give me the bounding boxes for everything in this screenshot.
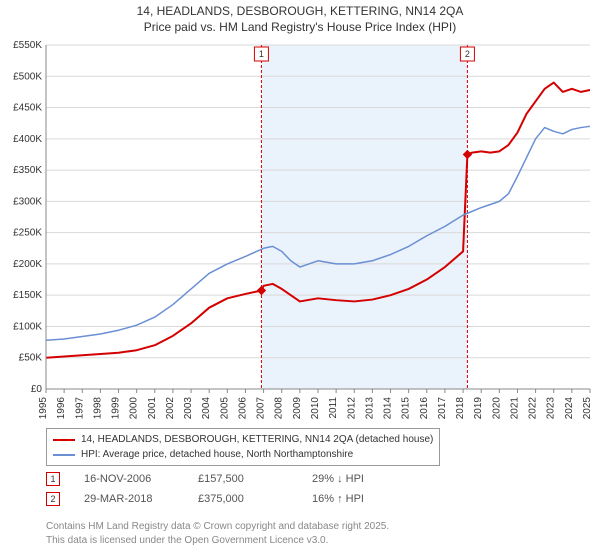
marker-date: 29-MAR-2018 [84,493,174,505]
svg-text:2012: 2012 [346,397,357,420]
svg-text:£200K: £200K [13,259,42,270]
svg-text:2013: 2013 [364,397,375,420]
svg-text:2008: 2008 [274,397,285,420]
svg-text:2016: 2016 [419,397,430,420]
svg-text:2011: 2011 [328,397,339,419]
marker-delta: 29% ↓ HPI [312,473,402,485]
svg-text:2014: 2014 [383,397,394,420]
marker-price: £157,500 [198,473,288,485]
legend-row: 14, HEADLANDS, DESBOROUGH, KETTERING, NN… [53,432,433,447]
chart-container: 14, HEADLANDS, DESBOROUGH, KETTERING, NN… [0,0,600,560]
marker-date: 16-NOV-2006 [84,473,174,485]
svg-text:2004: 2004 [201,397,212,420]
title-line-1: 14, HEADLANDS, DESBOROUGH, KETTERING, NN… [0,4,600,20]
legend-label: 14, HEADLANDS, DESBOROUGH, KETTERING, NN… [81,432,433,447]
svg-text:£350K: £350K [13,165,42,176]
svg-text:2009: 2009 [292,397,303,420]
svg-text:£150K: £150K [13,290,42,301]
chart-svg: £0 £50K £100K £150K £200K £250K £300K £350K £400… [0,37,600,427]
svg-text:1: 1 [259,49,264,59]
svg-text:2018: 2018 [455,397,466,420]
svg-text:2021: 2021 [509,397,520,420]
footer-line-2: This data is licensed under the Open Gov… [46,534,389,548]
svg-text:£300K: £300K [13,197,42,208]
svg-text:1997: 1997 [74,397,85,420]
svg-text:2000: 2000 [129,397,140,420]
legend-row: HPI: Average price, detached house, Nort… [53,447,433,462]
svg-text:£50K: £50K [19,353,43,364]
footer-attribution: Contains HM Land Registry data © Crown c… [46,520,389,547]
marker-row: 2 29-MAR-2018 £375,000 16% ↑ HPI [46,492,402,506]
svg-text:2022: 2022 [528,397,539,420]
chart-area: £0 £50K £100K £150K £200K £250K £300K £350K £400… [0,37,600,427]
svg-text:1998: 1998 [92,397,103,420]
marker-badge: 1 [46,472,60,486]
svg-text:£100K: £100K [13,322,42,333]
svg-text:2024: 2024 [564,397,575,420]
svg-text:2015: 2015 [401,397,412,420]
svg-text:2007: 2007 [256,397,267,420]
marker-delta: 16% ↑ HPI [312,493,402,505]
svg-text:2020: 2020 [491,397,502,420]
svg-text:£400K: £400K [13,134,42,145]
svg-text:2019: 2019 [473,397,484,420]
svg-text:2017: 2017 [437,397,448,420]
marker-badge: 2 [46,492,60,506]
svg-text:2010: 2010 [310,397,321,420]
svg-text:2006: 2006 [237,397,248,420]
svg-text:2001: 2001 [147,397,158,420]
footer-line-1: Contains HM Land Registry data © Crown c… [46,520,389,534]
marker-row: 1 16-NOV-2006 £157,500 29% ↓ HPI [46,472,402,486]
svg-text:2023: 2023 [546,397,557,420]
svg-text:1996: 1996 [56,397,67,420]
legend-swatch [53,454,75,456]
svg-text:2003: 2003 [183,397,194,420]
marker-details: 1 16-NOV-2006 £157,500 29% ↓ HPI 2 29-MAR-201… [46,472,402,512]
svg-text:£450K: £450K [13,103,42,114]
marker-price: £375,000 [198,493,288,505]
legend-label: HPI: Average price, detached house, Nort… [81,447,353,462]
legend: 14, HEADLANDS, DESBOROUGH, KETTERING, NN… [46,428,440,466]
svg-text:1999: 1999 [111,397,122,420]
svg-text:2005: 2005 [219,397,230,420]
svg-text:1995: 1995 [38,397,49,420]
svg-text:£250K: £250K [13,228,42,239]
svg-text:£500K: £500K [13,71,42,82]
svg-text:£550K: £550K [13,40,42,51]
svg-text:2: 2 [465,49,470,59]
svg-text:£0: £0 [31,384,43,395]
chart-title: 14, HEADLANDS, DESBOROUGH, KETTERING, NN… [0,0,600,35]
svg-text:2025: 2025 [582,397,593,420]
svg-text:2002: 2002 [165,397,176,420]
legend-swatch [53,439,75,441]
title-line-2: Price paid vs. HM Land Registry's House … [0,20,600,36]
